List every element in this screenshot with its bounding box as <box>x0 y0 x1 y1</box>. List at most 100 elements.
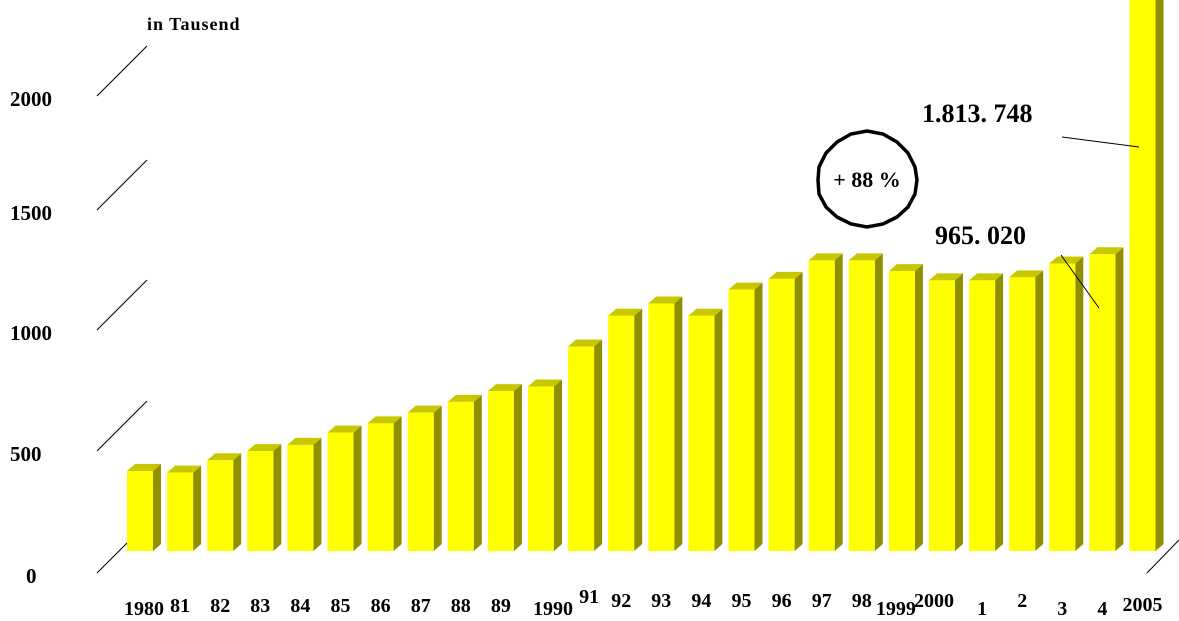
bar-side <box>513 384 522 551</box>
bar-front <box>648 303 675 551</box>
bar-side <box>834 253 843 551</box>
bar-front <box>407 412 434 551</box>
bar-front <box>247 451 274 551</box>
x-tick-label: 83 <box>250 595 270 617</box>
x-tick-label: 1999 <box>876 598 916 620</box>
bar-top <box>728 282 763 290</box>
bar-top <box>287 437 322 445</box>
growth-label: + 88 % <box>833 167 901 192</box>
y-axis: 2000 1500 1000 500 0 <box>10 45 1179 588</box>
bar-top <box>648 296 683 304</box>
bar-front <box>447 401 474 551</box>
y-tick-label: 1000 <box>10 321 52 345</box>
bar-side <box>754 282 763 551</box>
bar-top <box>608 308 643 316</box>
x-axis-labels: 1980 81 82 83 84 85 86 87 88 89 1990 91 92 93 94 95 96 97… <box>124 586 1163 620</box>
bar <box>848 253 883 551</box>
bar-series <box>127 0 1164 552</box>
bar <box>1129 0 1164 552</box>
bar-top <box>848 253 883 261</box>
bar-top <box>127 464 161 472</box>
x-tick-label: 93 <box>651 590 671 612</box>
bar-top <box>1049 256 1084 264</box>
bar-side <box>874 253 883 551</box>
bar <box>447 394 482 551</box>
bar-side <box>233 453 242 551</box>
floor-line <box>1146 539 1179 574</box>
bar-front <box>728 289 755 551</box>
bar <box>648 296 683 551</box>
callout-line-last <box>1061 136 1140 148</box>
x-tick-label: 86 <box>371 595 391 617</box>
x-tick-label: 3 <box>1057 598 1067 620</box>
bar-front <box>1089 254 1116 551</box>
x-tick-label: 92 <box>611 590 631 612</box>
bar-front <box>768 278 795 551</box>
bar-front <box>127 471 153 551</box>
bar-side <box>153 464 161 551</box>
bar <box>1089 247 1124 551</box>
bar-front <box>848 260 875 551</box>
x-tick-label: 2005 <box>1123 594 1163 616</box>
x-tick-label: 96 <box>772 590 792 612</box>
bar-top <box>969 273 1004 281</box>
bar-side <box>995 273 1004 551</box>
bar-top <box>808 253 843 261</box>
bar-side <box>714 308 723 551</box>
x-tick-label: 82 <box>210 595 230 617</box>
prev-value-label: 965. 020 <box>935 221 1026 250</box>
bar-top <box>888 264 923 272</box>
bar <box>688 308 723 551</box>
bar-front <box>287 444 314 551</box>
bar-side <box>1155 0 1164 551</box>
bar-top <box>929 273 963 281</box>
bar-top <box>247 444 282 452</box>
x-tick-label: 84 <box>290 595 310 617</box>
x-tick-label: 88 <box>451 595 471 617</box>
bar-top <box>1009 270 1044 278</box>
bar-side <box>393 416 402 551</box>
bar-front <box>808 260 835 551</box>
y-tick-label: 2000 <box>10 87 52 111</box>
x-tick-label: 95 <box>732 590 752 612</box>
bar-front <box>327 432 354 551</box>
bar <box>1049 256 1084 551</box>
bar <box>728 282 763 551</box>
x-tick-label: 94 <box>691 590 711 612</box>
bar-side <box>473 394 482 551</box>
bar <box>768 271 803 551</box>
bar-side <box>634 308 643 551</box>
y-tick-label: 500 <box>10 442 42 466</box>
bar-top <box>447 394 482 402</box>
bar <box>888 264 923 551</box>
bar <box>608 308 643 551</box>
x-tick-label: 91 <box>579 586 599 608</box>
x-tick-label: 2000 <box>914 590 954 612</box>
bar-top <box>367 416 402 424</box>
bar-front <box>207 460 234 551</box>
bar-front <box>1129 0 1156 552</box>
bar-top <box>407 405 442 413</box>
x-tick-label: 1990 <box>533 598 573 620</box>
bar-side <box>353 425 362 551</box>
bar-front <box>487 391 514 551</box>
bar-side <box>273 444 282 551</box>
x-tick-label: 98 <box>852 590 872 612</box>
bar-side <box>594 339 603 551</box>
callout-line-prev <box>1060 254 1100 309</box>
x-tick-label: 85 <box>331 595 351 617</box>
bar-top <box>327 425 362 433</box>
bar-top <box>568 339 603 347</box>
bar-front <box>167 472 194 551</box>
bar-front <box>1009 277 1036 551</box>
bar-top <box>167 465 202 473</box>
bar-front <box>608 315 635 551</box>
y-tick-line <box>96 400 148 452</box>
last-value-label: 1.813. 748 <box>922 99 1033 128</box>
bar-front <box>888 271 915 551</box>
bar-front <box>528 386 554 551</box>
bar <box>207 453 242 551</box>
bar-top <box>1089 247 1124 255</box>
bar <box>127 464 161 551</box>
